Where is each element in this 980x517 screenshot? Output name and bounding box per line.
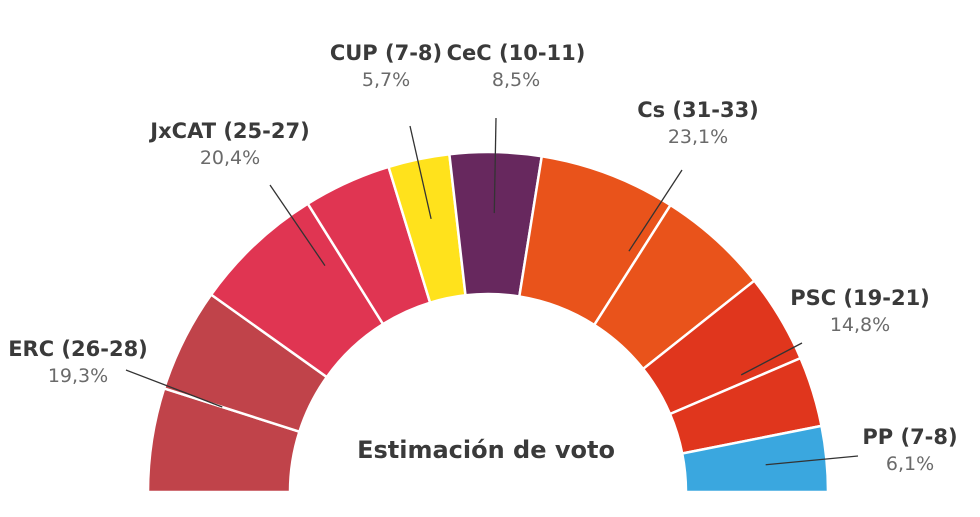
label-cec-party: CeC (10-11) — [447, 41, 586, 65]
chart-title: Estimación de voto — [357, 436, 615, 464]
leader-lines — [125, 117, 859, 466]
label-erc-pct: 19,3% — [48, 365, 108, 387]
chart-segments — [146, 150, 830, 494]
label-psc-pct: 14,8% — [830, 314, 890, 336]
label-cec-pct: 8,5% — [492, 69, 540, 91]
slice-labels: ERC (26-28) 19,3% JxCAT (25-27) 20,4% CUP (7… — [8, 41, 957, 475]
label-pp-pct: 6,1% — [886, 453, 934, 475]
label-cs-pct: 23,1% — [668, 126, 728, 148]
label-cup-pct: 5,7% — [362, 69, 410, 91]
label-jxcat-party: JxCAT (25-27) — [148, 119, 309, 143]
leader-line-pp — [765, 455, 859, 466]
leader-line-erc — [125, 369, 223, 408]
label-cup-party: CUP (7-8) — [330, 41, 442, 65]
leader-line-psc — [740, 342, 803, 376]
label-erc-party: ERC (26-28) — [8, 337, 148, 361]
label-psc-party: PSC (19-21) — [790, 286, 930, 310]
label-cs-party: Cs (31-33) — [637, 98, 759, 122]
leader-line-cs — [628, 169, 683, 252]
segment-pp — [680, 424, 830, 494]
label-pp-party: PP (7-8) — [862, 425, 957, 449]
leader-line-cup — [409, 125, 432, 220]
leader-line-cec — [493, 117, 497, 214]
leader-line-jxcat — [269, 184, 326, 266]
label-jxcat-pct: 20,4% — [200, 147, 260, 169]
